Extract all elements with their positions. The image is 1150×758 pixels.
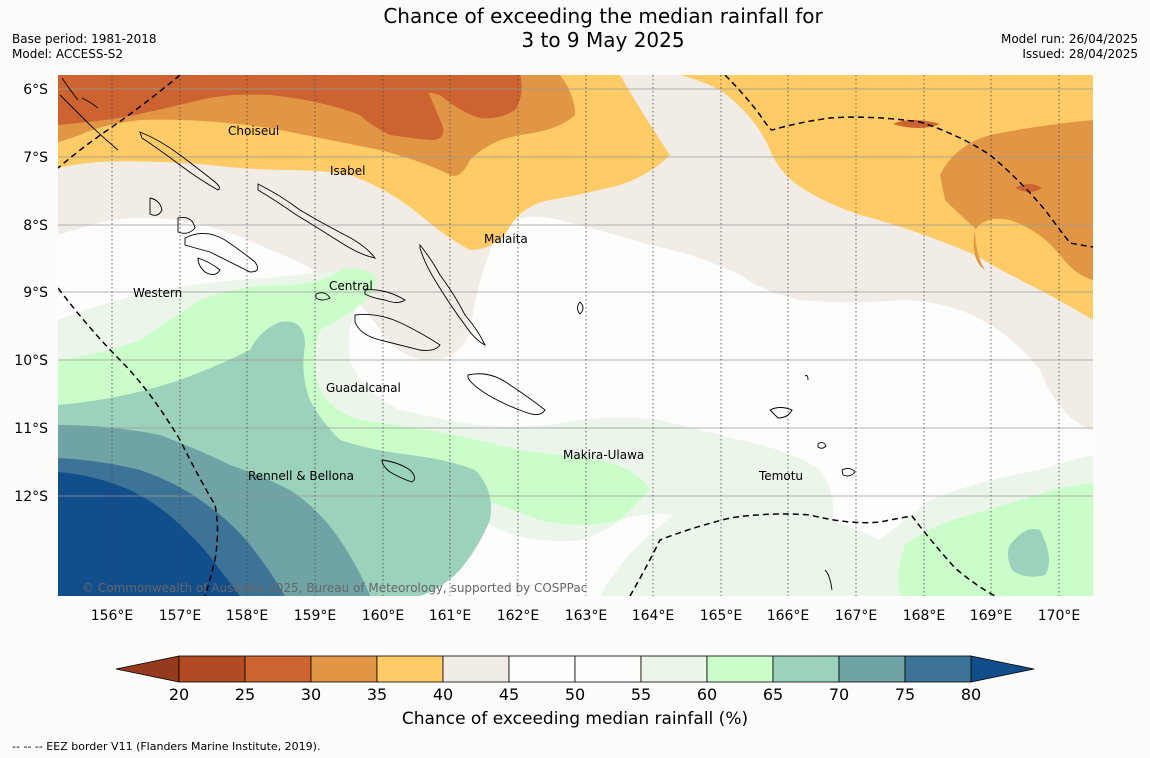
colorbar-tick-label: 30 [301,685,321,704]
map-area [58,75,1093,596]
malaita-coast [419,243,486,346]
colorbar-tick-label: 20 [169,685,189,704]
lat-label: 9°S [23,285,48,301]
lat-label: 6°S [23,82,48,98]
lon-label: 157°E [159,608,202,624]
eez-border-nw [58,75,181,169]
meridians [111,75,1060,596]
band-65-70-east [1007,529,1049,577]
lon-label: 159°E [294,608,337,624]
rennell-coast [381,459,415,483]
coastlines [59,77,856,591]
colorbar-tick-label: 45 [499,685,519,704]
colorbar-cell [376,655,444,683]
colorbar-tick-label: 25 [235,685,255,704]
issued-text: Issued: 28/04/2025 [1022,47,1138,61]
colorbar-cell [178,655,246,683]
bougainville-coast [59,94,119,151]
title-line-2: 3 to 9 May 2025 [521,28,685,52]
label-choiseul: Choiseul [228,124,279,138]
colorbar-tick-label: 70 [829,685,849,704]
colorbar-cell [772,655,840,683]
central-islands-coast [364,289,406,303]
colorbar-cell [310,655,378,683]
lon-label: 169°E [970,608,1013,624]
band-25-30-east-spot-2 [1015,184,1042,192]
lon-label: 166°E [767,608,810,624]
model-text: Model: ACCESS-S2 [12,47,124,61]
colorbar-cell [508,655,576,683]
colorbar-tick-label: 65 [763,685,783,704]
lon-label: 170°E [1038,608,1081,624]
colorbar-tick-label: 75 [895,685,915,704]
eez-legend-text: -- -- -- EEZ border V11 (Flanders Marine… [12,740,321,753]
label-western: Western [133,286,182,300]
lon-label: 161°E [429,608,472,624]
band-30-35-east [940,120,1093,280]
label-rennell-bellona: Rennell & Bellona [248,469,354,483]
choiseul-coast [139,131,220,191]
colorbar-cell [574,655,642,683]
band-60-65-west [58,268,650,525]
label-isabel: Isabel [330,164,365,178]
lon-label: 156°E [91,608,134,624]
copyright-text: © Commonwealth of Australia 2025, Bureau… [82,581,587,595]
base-period-text: Base period: 1981-2018 [12,32,157,46]
colorbar-tick-label: 55 [631,685,651,704]
eez-border-sw [58,287,219,596]
lon-label: 158°E [226,608,269,624]
model-run-text: Model run: 26/04/2025 [1000,32,1138,46]
colorbar-cell [640,655,708,683]
label-central: Central [329,279,373,293]
lat-label: 7°S [23,150,48,166]
makira-coast [467,373,546,415]
label-temotu: Temotu [758,469,803,483]
band-80-plus [58,472,240,596]
colorbar-title: Chance of exceeding median rainfall (%) [401,709,749,729]
lon-label: 163°E [565,608,608,624]
lat-label: 11°S [14,421,48,437]
lon-label: 165°E [700,608,743,624]
colorbar-tick-label: 80 [961,685,981,704]
lon-label: 164°E [632,608,675,624]
colorbar-over-arrow [970,655,1035,683]
lat-label: 12°S [14,489,48,505]
lon-labels: 156°E 157°E 158°E 159°E 160°E 161°E 162°… [91,608,1081,624]
eez-border-se [629,513,996,596]
band-25-30-east-spot [893,120,940,128]
band-25-30-center [58,75,444,140]
title-line-1: Chance of exceeding the median rainfall … [383,4,823,28]
lat-label: 10°S [14,353,48,369]
colorbar: 20 25 30 35 40 45 50 55 60 65 70 75 80 [115,655,1035,704]
guadalcanal-coast [354,314,441,351]
lon-label: 162°E [497,608,540,624]
lon-label: 160°E [362,608,405,624]
isabel-coast [257,183,377,259]
lat-label: 8°S [23,218,48,234]
label-makira-ulawa: Makira-Ulawa [563,448,644,462]
lon-label: 168°E [903,608,946,624]
colorbar-tick-label: 35 [367,685,387,704]
graticule [58,88,1093,497]
colorbar-cell [706,655,774,683]
santa-cruz-coast [769,407,793,419]
colorbar-tick-label: 40 [433,685,453,704]
eez-border-ne [724,75,1093,248]
label-malaita: Malaita [484,232,528,246]
eez-borders [58,75,1093,596]
colorbar-tick-label: 50 [565,685,585,704]
colorbar-cell [838,655,906,683]
lon-label: 167°E [835,608,878,624]
colorbar-cell [904,655,972,683]
colorbar-tick-label: 60 [697,685,717,704]
colorbar-under-arrow [115,655,180,683]
colorbar-cell [244,655,312,683]
label-guadalcanal: Guadalcanal [326,381,401,395]
new-georgia-coast [184,233,259,273]
colorbar-cell [442,655,510,683]
